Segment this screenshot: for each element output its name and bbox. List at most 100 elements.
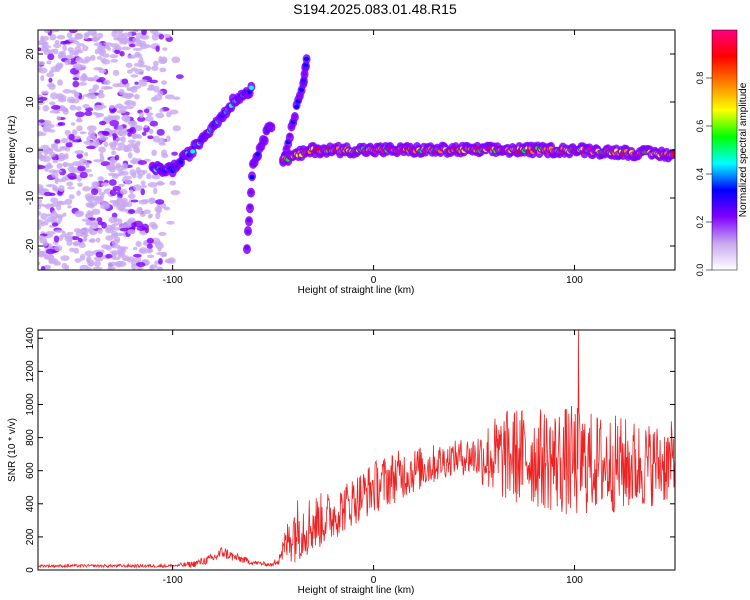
x-tick-label: 0 <box>371 275 377 286</box>
spectrogram-noise-cell <box>81 227 90 234</box>
spectrogram-noise-cell <box>164 94 175 100</box>
spectrogram-noise-cell <box>82 104 90 109</box>
y-tick-label: 1000 <box>25 393 36 416</box>
spectrogram-noise-cell <box>92 266 103 270</box>
spectrogram-noise-cell <box>69 104 77 111</box>
spectrogram-y-ticks: -20 -10 0 10 20 <box>25 48 675 253</box>
spectrogram-noise-cell <box>133 93 140 100</box>
snr-y-ticks: 0 200 400 600 800 1000 1200 1400 <box>25 327 675 573</box>
spectrogram-noise-cell <box>148 197 155 205</box>
spectrogram-noise-cell <box>149 120 159 127</box>
spectrogram-noise-cell <box>62 161 68 168</box>
spectrogram-noise-cell <box>73 247 80 254</box>
spectrogram-noise-cell <box>38 67 43 73</box>
spectrogram-noise-cell <box>148 79 158 84</box>
spectrogram-noise-cell <box>43 264 52 270</box>
spectrogram-noise-cell <box>72 135 81 140</box>
spectrogram-noise-cell <box>118 183 125 187</box>
spectrogram-noise-cell <box>132 37 138 42</box>
spectrogram-noise-cell <box>155 242 164 250</box>
x-tick-label: -100 <box>163 575 183 586</box>
spectrogram-noise-cell <box>95 237 101 243</box>
spectrogram-noise-cell <box>74 45 82 53</box>
y-tick-label: -10 <box>25 190 36 205</box>
spectrogram-noise-cell <box>151 65 159 71</box>
spectrogram-noise-cell <box>54 229 64 233</box>
spectrogram-noise-cell <box>128 43 136 48</box>
spectrogram-noise-cell <box>151 33 159 41</box>
y-tick-label: 800 <box>25 429 36 446</box>
spectrogram-noise-cell <box>97 176 104 182</box>
spectrogram-noise-cell <box>130 199 139 203</box>
spectrogram-noise-cell <box>54 245 63 252</box>
spectrogram-noise-cell <box>79 253 86 261</box>
spectrogram-x-label: Height of straight line (km) <box>298 285 415 296</box>
spectrogram-trace-core <box>249 174 255 180</box>
spectrogram-noise-cell <box>45 127 52 131</box>
spectrogram-noise-cell <box>71 236 80 241</box>
spectrogram-noise-cell <box>120 188 128 195</box>
spectrogram-noise-cell <box>111 150 117 156</box>
spectrogram-noise-cell <box>105 253 113 259</box>
spectrogram-noise-cell <box>155 112 165 119</box>
spectrogram-noise-cell <box>134 256 142 264</box>
spectrogram-trace-core <box>247 204 253 209</box>
spectrogram-noise-cell <box>76 125 83 132</box>
spectrogram-noise-cell <box>131 86 136 91</box>
spectrogram-noise-cell <box>106 47 112 51</box>
spectrogram-noise-cell <box>143 108 150 114</box>
spectrogram-noise-cell <box>55 93 64 100</box>
spectrogram-noise-cell <box>109 54 119 59</box>
spectrogram-noise-cell <box>96 55 103 60</box>
colorbar-tick-label: 0.2 <box>695 216 705 229</box>
spectrogram-noise-cell <box>67 186 75 190</box>
spectrogram-noise-cell <box>76 153 83 159</box>
spectrogram-noise-cell <box>108 179 117 186</box>
spectrogram-noise-cell <box>88 261 94 267</box>
spectrogram-noise-cell <box>121 202 129 207</box>
spectrogram-noise-cell <box>68 194 75 200</box>
spectrogram-noise-cell <box>124 99 135 107</box>
spectrogram-noise-cell <box>42 204 51 208</box>
spectrogram-noise-cell <box>127 152 133 159</box>
y-tick-label: 0 <box>25 147 36 153</box>
spectrogram-noise-cell <box>54 177 59 185</box>
spectrogram-noise-cell <box>99 120 107 126</box>
spectrogram-noise-cell <box>156 128 165 136</box>
spectrogram-noise-cell <box>140 230 145 234</box>
spectrogram-noise-cell <box>45 230 56 236</box>
spectrogram-noise-cell <box>51 187 59 191</box>
spectrogram-noise-cell <box>135 125 143 131</box>
spectrogram-noise-cell <box>78 242 86 249</box>
spectrogram-noise-cell <box>75 111 85 118</box>
spectrogram-noise-cell <box>43 30 51 34</box>
spectrogram-noise-cell <box>87 30 97 36</box>
spectrogram-noise-cell <box>84 110 93 117</box>
spectrogram-noise-cell <box>38 199 43 204</box>
spectrogram-noise-cell <box>173 96 181 101</box>
spectrogram-noise-cell <box>82 45 89 52</box>
spectrogram-noise-cell <box>40 213 48 220</box>
spectrogram-noise-cell <box>38 96 48 101</box>
spectrogram-trace-core <box>292 113 298 119</box>
spectrogram-noise-cell <box>101 53 110 58</box>
spectrogram-noise-cell <box>72 77 80 81</box>
spectrogram-noise-cell <box>50 197 59 204</box>
spectrogram-noise-cell <box>126 93 135 98</box>
colorbar: 0.0 0.2 0.4 0.6 0.8 Normalized spectral ampl… <box>695 29 749 276</box>
spectrogram-noise-cell <box>115 232 125 237</box>
spectrogram-noise-cell <box>138 79 148 83</box>
spectrogram-noise-cell <box>40 265 46 270</box>
spectrogram-noise-cell <box>89 54 96 61</box>
spectrogram-noise-cell <box>48 151 56 158</box>
spectrogram-noise-cell <box>134 81 139 85</box>
spectrogram-noise-cell <box>40 132 47 136</box>
spectrogram-noise-cell <box>50 92 59 100</box>
spectrogram-noise-cell <box>160 80 168 85</box>
spectrogram-noise-cell <box>88 173 94 177</box>
spectrogram-noise-cell <box>88 239 95 243</box>
spectrogram-noise-cell <box>97 220 104 226</box>
y-tick-label: -20 <box>25 238 36 253</box>
spectrogram-noise-cell <box>98 89 104 94</box>
